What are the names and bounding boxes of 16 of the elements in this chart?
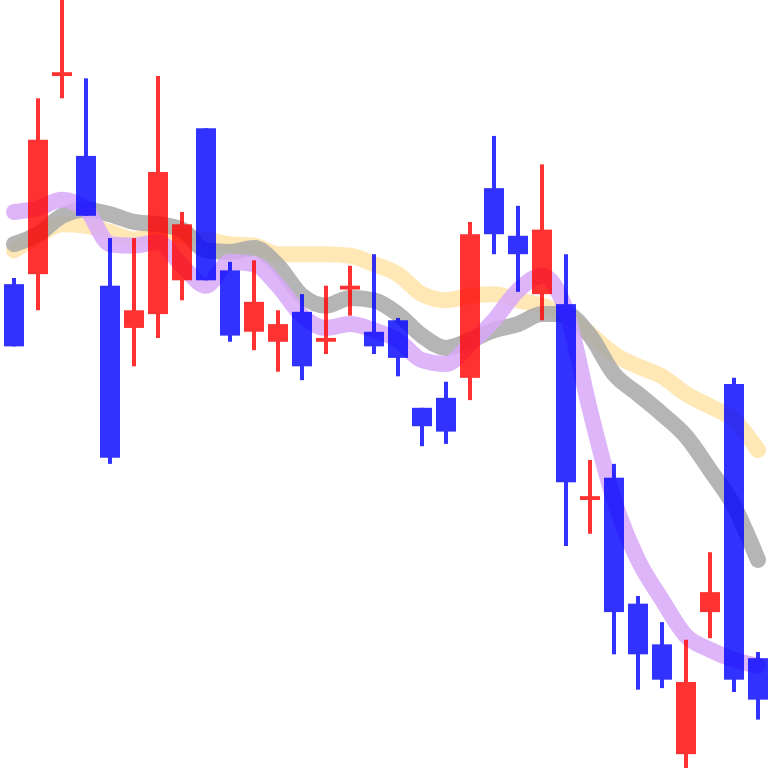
candlestick [436, 379, 456, 446]
candlestick [412, 405, 432, 449]
candlestick [700, 550, 720, 641]
candlestick [508, 203, 528, 294]
candlestick [340, 263, 360, 318]
candlestick [652, 620, 672, 691]
candlestick [364, 252, 384, 357]
candlestick [388, 315, 408, 379]
candlestick [52, 0, 72, 101]
candlestick [484, 133, 504, 257]
candlestick [268, 308, 288, 374]
candlestick [316, 283, 336, 357]
candlestick [580, 458, 600, 536]
candlestick [124, 236, 144, 369]
candlestick [748, 650, 768, 722]
candlestick [244, 258, 264, 353]
